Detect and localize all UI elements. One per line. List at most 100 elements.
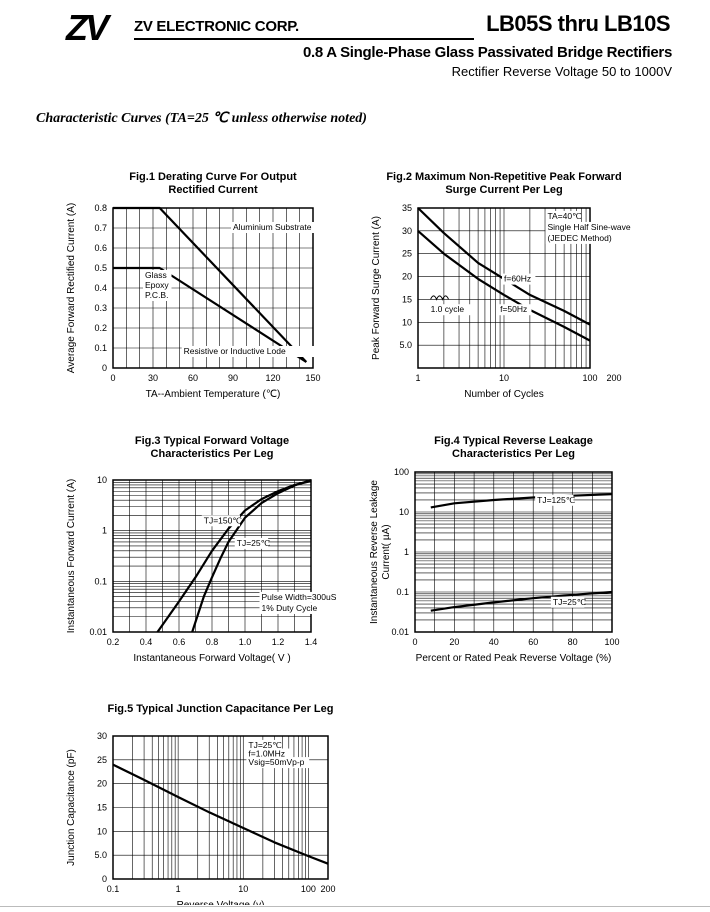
chart-title: Fig.3 Typical Forward Voltage bbox=[135, 435, 289, 447]
annotation-label: TA=40℃ bbox=[547, 211, 582, 221]
x-axis-label: Reverse Voltage (v) bbox=[177, 900, 265, 905]
annotation-bg bbox=[550, 596, 585, 608]
annotation-label: (JEDEC Method) bbox=[547, 233, 611, 243]
y-tick-label: 0.1 bbox=[94, 343, 107, 353]
header-rule bbox=[134, 38, 474, 40]
y-tick-label: 0.3 bbox=[94, 303, 107, 313]
section-title: Characteristic Curves (TA=25 ℃ unless ot… bbox=[36, 111, 367, 126]
annotation-bg bbox=[234, 537, 269, 549]
x-tick-label: 20 bbox=[449, 637, 459, 647]
annotation-bg bbox=[535, 494, 574, 506]
annotation-bg bbox=[201, 515, 241, 527]
y-tick-label: 0.5 bbox=[94, 263, 107, 273]
plot-frame bbox=[112, 207, 314, 369]
annotation-bg bbox=[259, 602, 328, 614]
x-tick-label: 40 bbox=[489, 637, 499, 647]
annotation-label: 1% Duty Cycle bbox=[262, 603, 318, 613]
x-tick-label: 0.6 bbox=[173, 637, 186, 647]
annotation-label: TJ=25℃ bbox=[553, 597, 587, 607]
fig2-surge-chart: Fig.2 Maximum Non-Repetitive Peak Forwar… bbox=[371, 171, 653, 400]
annotation-label: Pulse Width=300uS bbox=[262, 592, 337, 602]
series-line bbox=[430, 590, 613, 612]
y-tick-label: 35 bbox=[402, 203, 412, 213]
y-tick-label: 10 bbox=[399, 507, 409, 517]
y-tick-label: 0.2 bbox=[94, 323, 107, 333]
y-axis-label: Peak Forward Surge Current (A) bbox=[371, 216, 382, 360]
annotation-bg bbox=[502, 273, 536, 285]
x-tick-label: 80 bbox=[568, 637, 578, 647]
x-tick-label: 100 bbox=[301, 884, 316, 894]
x-tick-label: 30 bbox=[148, 373, 158, 383]
chart-title: Fig.5 Typical Junction Capacitance Per L… bbox=[108, 703, 334, 715]
y-tick-label: 0.01 bbox=[391, 627, 409, 637]
annotation-bg bbox=[143, 280, 172, 291]
x-tick-label: 200 bbox=[320, 884, 335, 894]
chart-title: Fig.2 Maximum Non-Repetitive Peak Forwar… bbox=[386, 171, 621, 183]
series-line bbox=[191, 478, 312, 633]
x-tick-label: 1.2 bbox=[272, 637, 285, 647]
x-tick-label: 0.4 bbox=[140, 637, 153, 647]
plot-frame bbox=[414, 471, 613, 633]
y-tick-label: 0.6 bbox=[94, 243, 107, 253]
chart-title: Characteristics Per Leg bbox=[151, 448, 274, 460]
annotation-bg bbox=[143, 270, 172, 281]
company-logo: ZV bbox=[66, 7, 109, 48]
y-tick-label: 1 bbox=[404, 547, 409, 557]
x-tick-label: 0 bbox=[412, 637, 417, 647]
y-tick-label: 0.4 bbox=[94, 283, 107, 293]
annotation-bg bbox=[181, 346, 318, 357]
y-tick-label: 20 bbox=[97, 779, 107, 789]
annotation-bg bbox=[246, 739, 280, 751]
x-tick-label: 0.2 bbox=[107, 637, 120, 647]
x-tick-label: 150 bbox=[305, 373, 320, 383]
annotation-bg bbox=[259, 591, 340, 603]
chart-title: Rectified Current bbox=[168, 184, 258, 196]
y-tick-label: 0 bbox=[102, 363, 107, 373]
y-tick-label: 10 bbox=[402, 317, 412, 327]
series-line bbox=[112, 763, 329, 865]
annotation-label: Glass bbox=[145, 270, 167, 280]
y-tick-label: 30 bbox=[402, 226, 412, 236]
chart-title: Characteristics Per Leg bbox=[452, 448, 575, 460]
y-tick-label: 0.1 bbox=[396, 587, 409, 597]
annotation-label: TJ=150℃ bbox=[204, 515, 243, 525]
y-tick-label: 10 bbox=[97, 826, 107, 836]
annotation-label: TJ=25℃ bbox=[237, 538, 271, 548]
annotation-bg bbox=[428, 304, 477, 316]
x-tick-label: 0.1 bbox=[107, 884, 120, 894]
chart-title: Surge Current Per Leg bbox=[445, 184, 562, 196]
plot-frame bbox=[112, 479, 312, 633]
y-tick-label: 25 bbox=[97, 755, 107, 765]
annotation-label: f=50Hz bbox=[500, 304, 527, 314]
annotation-label: Epoxy bbox=[145, 280, 169, 290]
y-axis-label: Current( µA) bbox=[381, 524, 392, 579]
annotation-bg bbox=[246, 748, 290, 760]
x-tick-label: 10 bbox=[238, 884, 248, 894]
y-tick-label: 0.8 bbox=[94, 203, 107, 213]
series-line bbox=[113, 266, 307, 363]
y-tick-label: 100 bbox=[394, 467, 409, 477]
x-tick-label: 60 bbox=[528, 637, 538, 647]
x-axis-label: TA--Ambient Temperature (℃) bbox=[146, 389, 281, 400]
fig4-reverse-leakage-chart: Fig.4 Typical Reverse LeakageCharacteris… bbox=[369, 435, 620, 664]
x-tick-label: 90 bbox=[228, 373, 238, 383]
y-axis-label: Average Forward Rectified Current (A) bbox=[66, 203, 77, 373]
fig5-capacitance-chart: Fig.5 Typical Junction Capacitance Per L… bbox=[66, 703, 336, 905]
y-tick-label: 10 bbox=[97, 475, 107, 485]
y-tick-label: 25 bbox=[402, 249, 412, 259]
annotation-label: f=60Hz bbox=[504, 274, 531, 284]
annotation-label: P.C.B. bbox=[145, 290, 168, 300]
series-line bbox=[417, 230, 591, 342]
y-axis-label: Instantaneous Reverse Leakage bbox=[369, 480, 380, 624]
x-tick-label: 100 bbox=[582, 373, 597, 383]
chart-title: Fig.1 Derating Curve For Output bbox=[129, 171, 297, 183]
annotation-bg bbox=[545, 210, 579, 222]
y-tick-label: 5.0 bbox=[94, 850, 107, 860]
x-tick-label: 120 bbox=[265, 373, 280, 383]
annotation-bg bbox=[143, 290, 177, 301]
y-tick-label: 0.7 bbox=[94, 223, 107, 233]
y-tick-label: 5.0 bbox=[399, 340, 412, 350]
x-tick-label: 0.8 bbox=[206, 637, 219, 647]
fig3-forward-voltage-chart: Fig.3 Typical Forward VoltageCharacteris… bbox=[66, 435, 340, 664]
y-tick-label: 30 bbox=[97, 731, 107, 741]
